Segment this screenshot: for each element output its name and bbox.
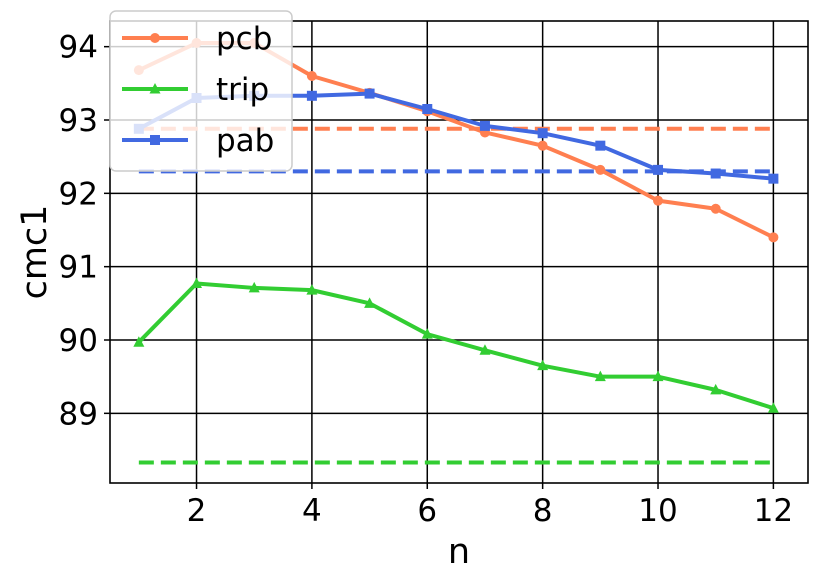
- trip-series: [133, 277, 779, 413]
- y-axis-ticks: 89 90 91 92 93 94: [59, 30, 110, 432]
- x-axis-label: n: [448, 532, 470, 572]
- pab-point: [537, 128, 548, 139]
- y-tick-label: 94: [59, 30, 98, 66]
- pcb-point: [710, 203, 721, 214]
- trip-point: [306, 284, 318, 295]
- y-tick-label: 92: [59, 176, 98, 212]
- legend-item-trip: trip: [122, 72, 269, 108]
- legend-marker: [150, 135, 160, 145]
- y-tick-label: 91: [59, 250, 98, 286]
- trip-point: [364, 297, 376, 308]
- y-tick-label: 93: [59, 103, 98, 139]
- trip-point: [652, 370, 664, 382]
- pcb-point: [537, 140, 548, 151]
- trip-point: [537, 359, 549, 371]
- pcb-point: [595, 164, 606, 175]
- pcb-point: [768, 232, 779, 243]
- trip-point: [133, 336, 145, 347]
- legend-marker: [150, 33, 160, 43]
- legend: pcb trip pab: [109, 10, 293, 172]
- baselines: [138, 126, 774, 465]
- legend-label: pcb: [216, 21, 272, 57]
- y-axis-label: cmc1: [15, 205, 55, 300]
- pab-point: [653, 164, 664, 175]
- pab-point: [768, 173, 779, 184]
- trip-point: [479, 344, 491, 355]
- y-tick-label: 89: [59, 396, 98, 432]
- trip-point: [248, 281, 260, 293]
- legend-label: pab: [216, 123, 274, 159]
- trip-point: [594, 370, 606, 382]
- trip-line: [136, 281, 776, 411]
- trip-point: [191, 277, 203, 289]
- x-tick-label: 4: [302, 493, 322, 529]
- pab-point: [306, 90, 317, 101]
- legend-item-pcb: pcb: [122, 21, 272, 57]
- legend-item-pab: pab: [122, 123, 274, 159]
- trip-point: [767, 402, 779, 413]
- pcb-point: [653, 195, 664, 206]
- trip-point: [421, 328, 433, 339]
- legend-label: trip: [216, 72, 269, 108]
- legend-box: [109, 10, 293, 172]
- pab-point: [422, 104, 433, 114]
- y-tick-label: 90: [59, 323, 98, 359]
- x-tick-label: 6: [417, 493, 437, 529]
- plot-frame: [109, 20, 809, 484]
- legend-marker: [149, 83, 161, 94]
- pab-point: [595, 140, 606, 151]
- pab-point: [364, 88, 375, 99]
- trip-point: [710, 383, 722, 395]
- pab-point: [710, 168, 721, 179]
- x-tick-label: 10: [638, 493, 677, 529]
- x-tick-label: 8: [533, 493, 553, 529]
- pcb-point: [306, 71, 317, 81]
- pab-point: [479, 120, 490, 131]
- x-tick-label: 2: [187, 493, 207, 529]
- x-tick-label: 12: [754, 493, 793, 529]
- x-axis-ticks: 2 4 6 8 10 12: [187, 483, 793, 529]
